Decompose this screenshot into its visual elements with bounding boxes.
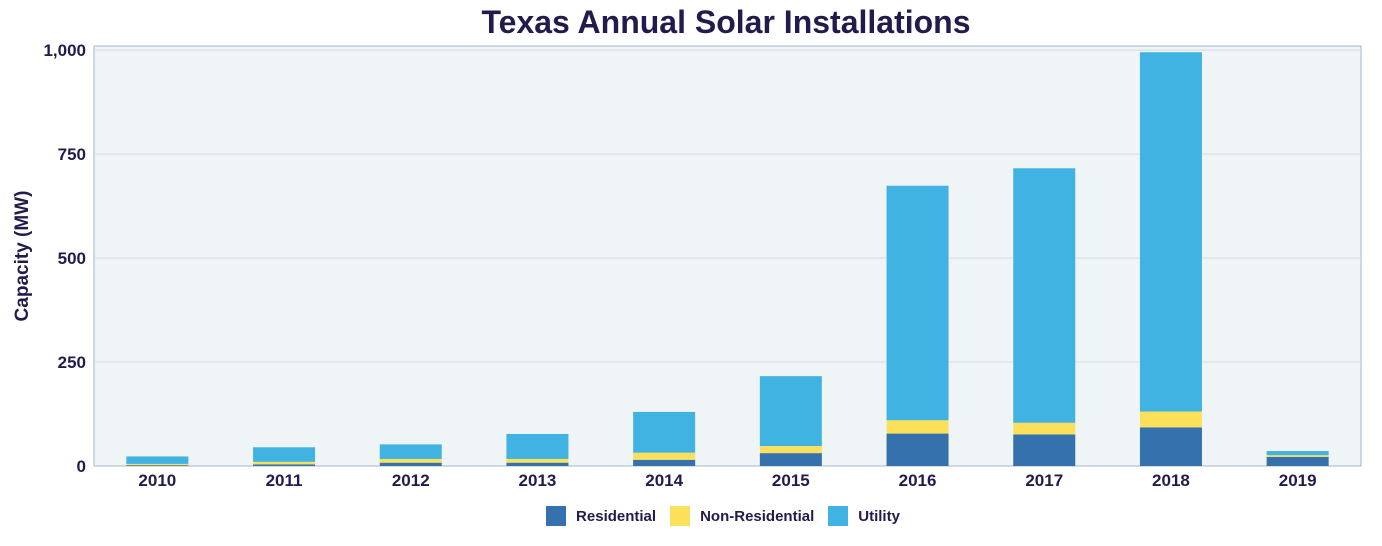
bar-utility-2012 (379, 444, 442, 459)
x-tick-label: 2019 (1279, 471, 1317, 490)
bar-residential-2010 (126, 465, 189, 466)
bar-non-residential-2015 (759, 446, 822, 454)
x-tick-label: 2016 (899, 471, 937, 490)
legend-label: Utility (858, 507, 900, 525)
y-tick-label: 1,000 (43, 41, 86, 60)
bar-utility-2015 (759, 376, 822, 447)
legend-swatch (828, 506, 849, 526)
x-tick-label: 2013 (519, 471, 557, 490)
bars (126, 52, 1329, 466)
bar-utility-2017 (1013, 168, 1076, 423)
bar-residential-2014 (633, 459, 696, 466)
legend-label: Residential (576, 507, 657, 525)
bar-residential-2013 (506, 462, 569, 466)
x-tick-label: 2014 (645, 471, 683, 490)
bar-residential-2012 (379, 462, 442, 466)
bar-non-residential-2010 (126, 463, 189, 466)
y-tick-label: 500 (58, 249, 86, 268)
bar-utility-2016 (886, 185, 949, 421)
bar-residential-2011 (253, 464, 316, 466)
bar-utility-2019 (1266, 451, 1329, 456)
legend-item: Utility (828, 506, 900, 526)
x-tick-label: 2010 (138, 471, 176, 490)
y-tick-label: 250 (58, 353, 86, 372)
x-tick-label: 2017 (1025, 471, 1063, 490)
bar-utility-2010 (126, 456, 189, 464)
bar-residential-2019 (1266, 456, 1329, 466)
legend-swatch (546, 506, 567, 526)
bar-non-residential-2011 (253, 461, 316, 465)
legend-label: Non-Residential (700, 507, 815, 525)
legend-item: Residential (546, 506, 656, 526)
bar-non-residential-2018 (1139, 411, 1202, 428)
legend-swatch (670, 506, 691, 526)
bar-non-residential-2016 (886, 420, 949, 434)
x-tick-label: 2012 (392, 471, 430, 490)
bar-utility-2013 (506, 433, 569, 459)
bar-residential-2018 (1139, 427, 1202, 466)
bar-non-residential-2019 (1266, 455, 1329, 457)
bar-residential-2016 (886, 433, 949, 466)
x-tick-label: 2018 (1152, 471, 1190, 490)
bar-utility-2014 (633, 411, 696, 453)
bar-non-residential-2014 (633, 452, 696, 460)
x-axis-ticks: 2010 2011 2012 2013 2014 2015 2016 2017 2018 2019 (138, 471, 1316, 490)
bar-residential-2017 (1013, 434, 1076, 466)
bar-non-residential-2017 (1013, 422, 1076, 435)
chart-title: Texas Annual Solar Installations (481, 4, 971, 40)
bar-utility-2011 (253, 447, 316, 462)
x-tick-label: 2015 (772, 471, 810, 490)
bar-non-residential-2013 (506, 458, 569, 463)
x-tick-label: 2011 (266, 471, 303, 490)
y-axis-label: Capacity (MW) (12, 191, 33, 322)
legend-item: Non-Residential (670, 506, 814, 526)
y-tick-label: 750 (58, 145, 86, 164)
y-tick-label: 0 (77, 457, 86, 476)
bar-residential-2015 (759, 453, 822, 466)
bar-non-residential-2012 (379, 458, 442, 463)
legend: Residential Non-Residential Utility (0, 506, 1382, 526)
y-axis-ticks: 0 250 500 750 1,000 (43, 41, 86, 476)
bar-utility-2018 (1139, 52, 1202, 412)
